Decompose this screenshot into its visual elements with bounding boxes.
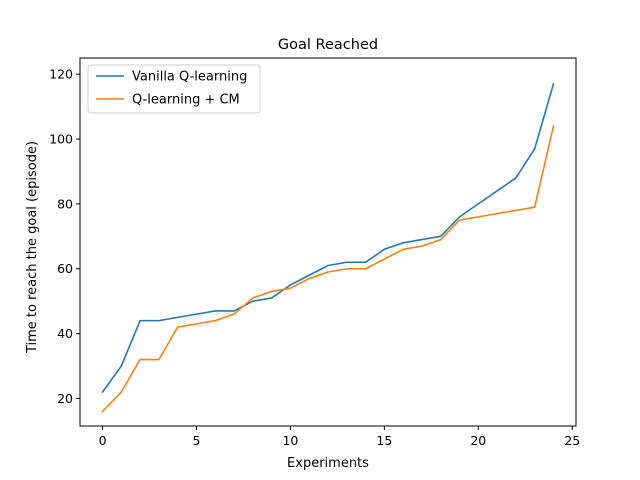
- chart-title: Goal Reached: [278, 37, 378, 53]
- plot-area: 0 5 10 15 20 25 20 40 60 80 100 120: [49, 57, 580, 448]
- axes-frame: [79, 57, 577, 427]
- y-tick-label: 20: [57, 391, 73, 406]
- y-tick-label: 80: [57, 196, 73, 211]
- x-axis-ticks: 0 5 10 15 20 25: [99, 426, 580, 448]
- x-tick-label: 25: [564, 433, 580, 448]
- legend-label-0: Vanilla Q-learning: [132, 70, 247, 85]
- x-axis-label: Experiments: [287, 456, 369, 471]
- legend-box: [87, 64, 261, 114]
- y-tick-label: 40: [57, 326, 73, 341]
- y-tick-label: 100: [49, 132, 73, 147]
- x-tick-label: 20: [470, 433, 486, 448]
- series-line-1: [101, 125, 555, 413]
- y-axis-ticks: 20 40 60 80 100 120: [49, 67, 80, 406]
- y-tick-label: 60: [57, 261, 73, 276]
- series-layer: [101, 82, 555, 413]
- series-line-0: [101, 82, 555, 394]
- legend-label-1: Q-learning + CM: [132, 93, 240, 108]
- x-tick-label: 0: [99, 433, 107, 448]
- x-tick-label: 5: [193, 433, 201, 448]
- x-tick-label: 10: [282, 433, 298, 448]
- x-tick-label: 15: [376, 433, 392, 448]
- legend: Vanilla Q-learning Q-learning + CM: [87, 64, 261, 114]
- y-tick-label: 120: [49, 67, 73, 82]
- y-axis-label: Time to reach the goal (episode): [25, 141, 40, 354]
